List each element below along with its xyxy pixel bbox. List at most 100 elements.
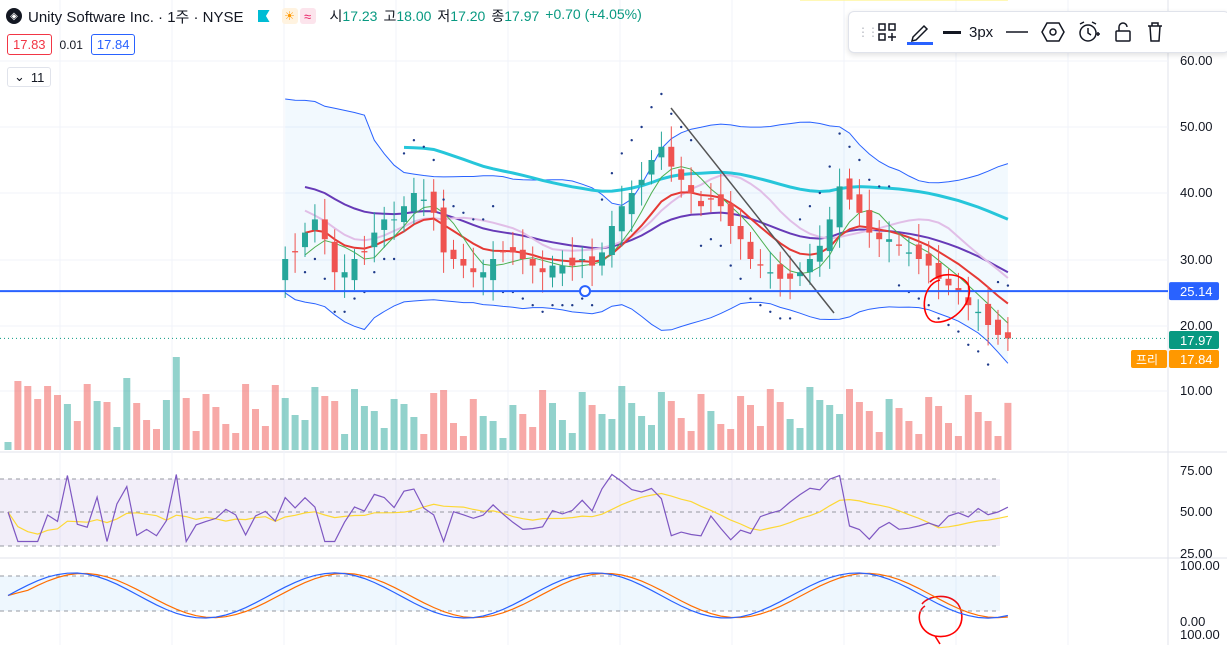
delete-icon[interactable] xyxy=(1145,17,1165,47)
volume-bar xyxy=(638,416,646,450)
sar-dot xyxy=(343,310,346,313)
sar-dot xyxy=(660,92,663,96)
rsi-axis-tick: 50.00 xyxy=(1180,504,1213,519)
high-label: 고 xyxy=(383,8,397,24)
volume-bar xyxy=(34,399,42,450)
sar-dot xyxy=(412,139,416,142)
line-style-icon[interactable] xyxy=(1005,17,1029,47)
volume-bar xyxy=(578,392,586,450)
ema-20-line xyxy=(304,191,1009,305)
sar-dot xyxy=(531,304,534,307)
sar-dot xyxy=(333,310,336,313)
sar-dot xyxy=(947,323,950,327)
volume-bar xyxy=(400,404,408,450)
sar-dot xyxy=(1006,284,1010,287)
volume-bar xyxy=(212,407,220,450)
volume-bar xyxy=(717,424,725,450)
candle-body xyxy=(915,244,922,259)
premarket-tag: 프리 xyxy=(1136,353,1158,367)
symbol-title[interactable]: Unity Software Inc. · 1주 · NYSE xyxy=(28,8,244,26)
candle-body xyxy=(539,268,546,273)
sell-price-button[interactable]: 17.83 xyxy=(7,34,52,55)
indicators-count: 11 xyxy=(30,69,45,85)
candle-body xyxy=(965,297,972,306)
volume-bar xyxy=(242,384,250,450)
stoch-d-line xyxy=(7,572,1008,619)
candle-body xyxy=(420,199,427,201)
volume-bar xyxy=(895,408,903,450)
volume-bar xyxy=(855,402,863,450)
volume-bar xyxy=(83,384,91,450)
volume-bar xyxy=(766,389,774,450)
candle-body xyxy=(490,259,497,281)
volume-bar xyxy=(4,442,12,450)
sar-dot xyxy=(709,238,713,241)
volume-bar xyxy=(816,400,824,450)
symbol-header: ◈ Unity Software Inc. · 1주 · NYSE ☀ ≈ 시1… xyxy=(6,4,642,28)
premarket-sun-icon[interactable]: ☀ xyxy=(281,8,298,24)
sar-dot xyxy=(937,317,940,320)
candle-body xyxy=(856,194,863,213)
sma-short-line xyxy=(304,166,1009,324)
sar-dot xyxy=(957,330,960,333)
rsi-ma-line xyxy=(7,492,1009,535)
settings-hexagon-icon[interactable] xyxy=(1041,17,1066,47)
volume-bar xyxy=(954,436,962,450)
line-anchor-handle[interactable] xyxy=(579,285,591,298)
indicators-collapse-button[interactable]: ⌄ 11 xyxy=(7,67,52,87)
high-value: 18.00 xyxy=(396,8,432,24)
volume-bar xyxy=(588,405,596,450)
alert-clock-icon[interactable] xyxy=(1077,17,1101,47)
volume-bar xyxy=(113,427,121,450)
add-to-favorites-icon[interactable] xyxy=(877,17,897,47)
volume-bar xyxy=(549,403,556,450)
volume-bar xyxy=(93,401,101,450)
last-price-tag-bg xyxy=(1169,331,1219,349)
candle-body xyxy=(717,194,724,207)
indicator-wave-icon[interactable]: ≈ xyxy=(299,8,316,24)
sar-dot xyxy=(680,125,683,129)
annotation-circle xyxy=(918,595,963,645)
sar-dot xyxy=(313,257,317,261)
sar-dot xyxy=(749,297,752,300)
unity-logo-icon: ◈ xyxy=(6,8,22,24)
rsi-axis-tick: 75.00 xyxy=(1180,463,1213,478)
premarket-price: 17.84 xyxy=(1180,352,1213,367)
line-width-label: 3px xyxy=(969,23,994,41)
buy-price-button[interactable]: 17.84 xyxy=(90,34,136,55)
volume-bar xyxy=(806,387,814,450)
drag-grip-icon[interactable]: ⋮⋮ xyxy=(857,25,879,39)
trendline xyxy=(670,107,835,314)
candle-body xyxy=(846,178,853,200)
lock-icon[interactable] xyxy=(1113,17,1133,47)
volume-bar xyxy=(143,420,151,450)
volume-bar xyxy=(440,390,448,450)
volume-bar xyxy=(687,431,695,450)
sar-dot xyxy=(541,310,544,313)
candle-body xyxy=(688,185,695,193)
sar-dot xyxy=(600,198,604,201)
flag-icon[interactable] xyxy=(257,10,270,22)
pencil-icon[interactable] xyxy=(907,17,933,47)
sar-dot xyxy=(650,106,653,109)
spread-value: 0.01 xyxy=(59,37,83,52)
candle-body xyxy=(311,219,318,230)
volume-bar xyxy=(450,423,457,450)
volume-bar xyxy=(321,396,329,450)
volume-bar xyxy=(737,396,745,450)
volume-bar xyxy=(964,395,972,450)
candle-body xyxy=(410,193,417,212)
candle-body xyxy=(638,179,645,186)
bid-ask-row: 17.83 0.01 17.84 xyxy=(7,34,136,55)
stoch-axis-tick: 100.00 xyxy=(1180,627,1220,642)
ohlc-readout: 시17.23 고18.00 저17.20 종17.97 +0.70 (+4.05… xyxy=(330,6,642,26)
candle-body xyxy=(529,259,536,266)
candle-body xyxy=(430,191,437,213)
sar-dot xyxy=(402,152,406,155)
candle-body xyxy=(401,206,407,223)
volume-bar xyxy=(984,421,992,450)
candle-body xyxy=(905,252,912,254)
volume-bar xyxy=(370,411,378,450)
line-width-icon[interactable]: 3px xyxy=(943,17,993,47)
